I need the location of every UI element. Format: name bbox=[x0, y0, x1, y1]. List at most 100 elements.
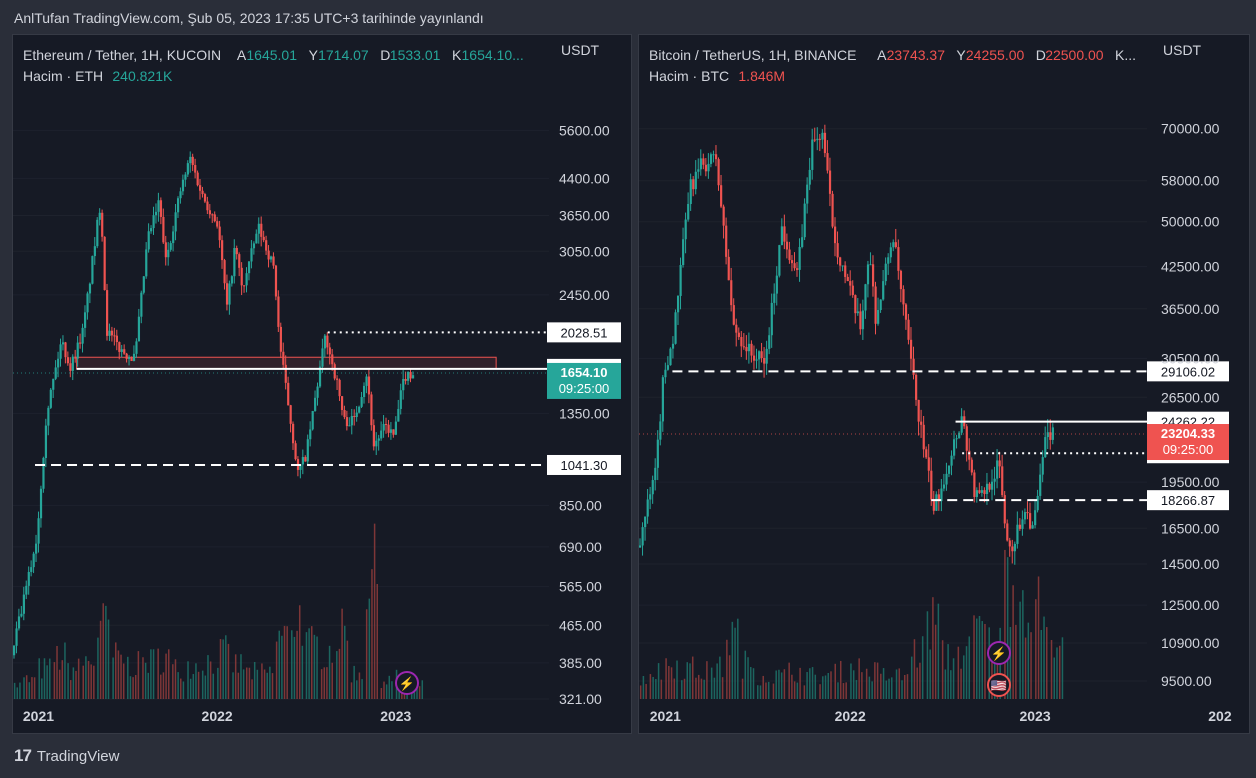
candle-body bbox=[128, 356, 131, 359]
volume-bar bbox=[762, 675, 764, 699]
volume-bar bbox=[891, 677, 893, 699]
candle-body bbox=[806, 184, 809, 204]
volume-bar bbox=[984, 623, 986, 699]
volume-bar bbox=[328, 645, 331, 699]
candle-body bbox=[879, 299, 882, 311]
volume-bar bbox=[824, 675, 827, 699]
volume-bar bbox=[852, 670, 855, 699]
candle-body bbox=[945, 473, 948, 485]
candle-body bbox=[897, 247, 900, 271]
candle-body bbox=[702, 158, 705, 165]
volume-bar bbox=[855, 680, 858, 699]
candle-body bbox=[44, 425, 48, 458]
volume-bar bbox=[874, 662, 876, 699]
candle-body bbox=[61, 342, 65, 345]
volume-bar bbox=[120, 654, 122, 699]
btc-chart-panel[interactable]: 29106.0224262.2221646.8318266.8723204.33… bbox=[638, 34, 1250, 734]
volume-bar bbox=[1030, 632, 1032, 699]
x-tick-label: 2023 bbox=[1019, 708, 1050, 724]
candle-body bbox=[323, 335, 327, 349]
btc-chart-svg[interactable]: 29106.0224262.2221646.8318266.8723204.33… bbox=[639, 35, 1249, 733]
candle-body bbox=[1023, 512, 1027, 520]
volume-bar bbox=[1053, 657, 1056, 699]
candle-body bbox=[763, 358, 766, 364]
volume-bar bbox=[320, 669, 323, 699]
candle-body bbox=[287, 382, 290, 406]
volume-bar bbox=[806, 672, 808, 699]
candle-body bbox=[338, 379, 341, 397]
x-tick-label: 202 bbox=[1208, 708, 1232, 724]
candle-body bbox=[676, 295, 680, 313]
candle-body bbox=[742, 346, 746, 348]
volume-bar bbox=[811, 667, 814, 699]
candle-body bbox=[697, 169, 700, 172]
annotation-label: 🇺🇸 bbox=[991, 678, 1007, 693]
level-label-bg bbox=[1147, 361, 1229, 382]
volume-bar bbox=[834, 663, 837, 699]
volume-bar bbox=[343, 625, 346, 699]
volume-bar bbox=[906, 674, 909, 699]
candle-body bbox=[778, 245, 781, 276]
volume-bar bbox=[737, 618, 739, 699]
candle-body bbox=[1036, 495, 1039, 511]
volume-bar bbox=[33, 677, 36, 699]
candle-body bbox=[404, 379, 407, 381]
volume-bar bbox=[189, 678, 192, 699]
candle-body bbox=[42, 457, 45, 489]
candle-body bbox=[130, 356, 133, 361]
volume-bar bbox=[830, 671, 832, 699]
volume-bar bbox=[668, 665, 670, 699]
volume-bar bbox=[1046, 627, 1048, 699]
volume-bar bbox=[385, 684, 388, 699]
candle-body bbox=[720, 185, 723, 207]
volume-bar bbox=[217, 667, 219, 699]
candle-body bbox=[666, 365, 670, 370]
footer-brand[interactable]: 17 TradingView bbox=[14, 746, 119, 766]
level-label: 18266.87 bbox=[1161, 493, 1215, 508]
candle-body bbox=[909, 339, 913, 359]
volume-bar bbox=[1004, 549, 1006, 699]
volume-bar bbox=[41, 678, 43, 699]
volume-bar bbox=[1061, 637, 1064, 699]
last-price-countdown: 09:25:00 bbox=[559, 381, 610, 396]
y-tick-label: 10900.00 bbox=[1161, 635, 1220, 651]
volume-bar bbox=[686, 662, 689, 699]
volume-bar bbox=[391, 681, 393, 699]
candle-body bbox=[907, 319, 910, 340]
volume-bar bbox=[77, 658, 80, 699]
candle-body bbox=[375, 440, 378, 447]
volume-bar bbox=[691, 656, 694, 699]
volume-bar bbox=[242, 669, 245, 699]
volume-bar bbox=[38, 658, 40, 699]
volume-bar bbox=[99, 620, 102, 699]
volume-bar bbox=[645, 683, 647, 699]
volume-bar bbox=[871, 681, 873, 699]
candle-body bbox=[360, 397, 363, 407]
eth-chart-svg[interactable]: 2028.511688.231041.301654.1009:25:005600… bbox=[13, 35, 631, 733]
candle-body bbox=[940, 488, 943, 502]
volume-bar bbox=[237, 672, 240, 699]
eth-chart-panel[interactable]: 2028.511688.231041.301654.1009:25:005600… bbox=[12, 34, 632, 734]
candle-body bbox=[93, 246, 96, 257]
volume-bar bbox=[767, 681, 770, 699]
volume-bar bbox=[921, 636, 924, 699]
candle-body bbox=[996, 460, 999, 479]
candle-body bbox=[1044, 437, 1047, 458]
volume-bar bbox=[19, 682, 21, 699]
candle-body bbox=[113, 335, 116, 337]
candle-body bbox=[801, 237, 804, 247]
candle-body bbox=[76, 342, 79, 359]
candle-body bbox=[932, 499, 935, 511]
volume-bar bbox=[219, 639, 222, 699]
y-tick-label: 385.00 bbox=[559, 655, 602, 671]
candle-body bbox=[902, 289, 905, 305]
volume-bar bbox=[209, 661, 212, 699]
candle-body bbox=[355, 412, 358, 418]
volume-bar bbox=[976, 618, 978, 699]
candle-body bbox=[694, 171, 697, 190]
candle-body bbox=[674, 312, 677, 344]
candle-body bbox=[770, 302, 773, 336]
candle-body bbox=[747, 343, 751, 352]
candle-body bbox=[103, 236, 106, 291]
candle-body bbox=[213, 214, 216, 222]
